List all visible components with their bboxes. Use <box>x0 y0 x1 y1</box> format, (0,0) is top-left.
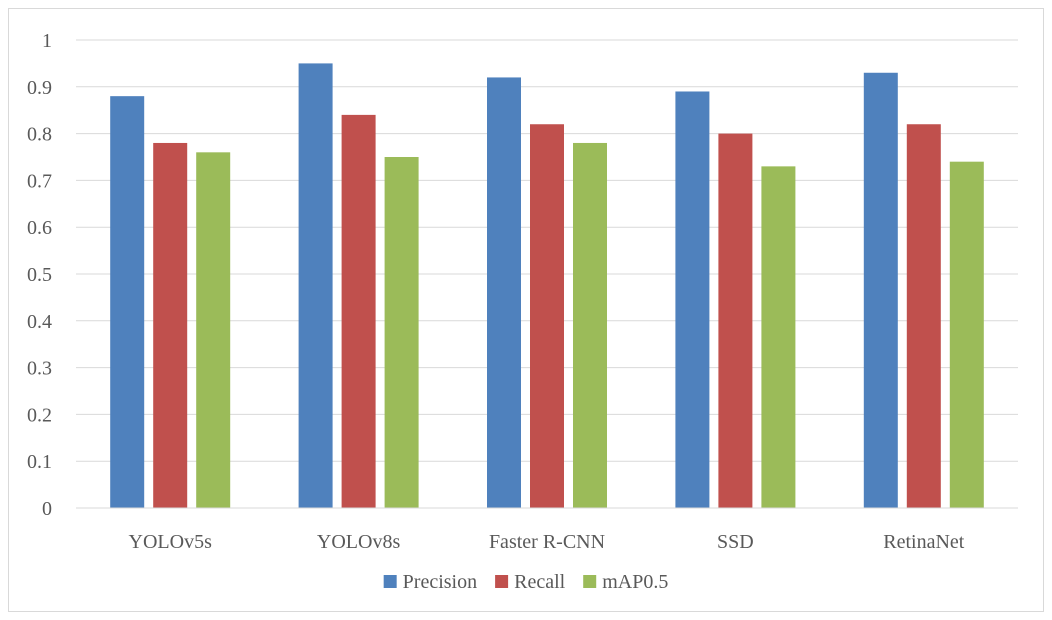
bar-map0-5-faster-r-cnn <box>573 142 607 508</box>
y-tick-label: 0.3 <box>27 358 52 380</box>
y-tick-label: 0.9 <box>27 77 52 99</box>
y-axis-ticks: 0 0.1 0.2 0.3 0.4 0.5 0.6 0.7 0.8 0.9 1 <box>27 30 52 520</box>
chart-frame <box>8 8 1044 612</box>
legend-label: mAP0.5 <box>602 571 668 593</box>
x-tick-label: RetinaNet <box>883 531 965 553</box>
bar-recall-yolov5s <box>153 142 188 508</box>
y-tick-label: 0.5 <box>27 264 52 286</box>
bar-precision-yolov5s <box>110 96 145 508</box>
legend-swatch-map0-5 <box>583 575 597 588</box>
legend-swatch-recall <box>495 575 509 588</box>
bar-recall-ssd <box>718 133 753 508</box>
bar-precision-faster-r-cnn <box>487 77 521 508</box>
legend-label: Precision <box>403 571 477 593</box>
x-axis-ticks: YOLOv5s YOLOv8s Faster R-CNN SSD RetinaNet <box>129 531 965 553</box>
gridlines <box>76 39 1018 462</box>
y-tick-label: 0 <box>42 498 52 520</box>
bar-map0-5-yolov5s <box>196 152 231 508</box>
legend-label: Recall <box>514 571 566 593</box>
bar-map0-5-ssd <box>761 166 796 509</box>
bar-precision-retinanet <box>863 72 898 508</box>
bar-recall-yolov8s <box>341 114 376 508</box>
bar-recall-retinanet <box>906 124 941 509</box>
legend-swatch-precision <box>383 575 397 588</box>
y-tick-label: 1 <box>42 30 52 52</box>
bars <box>110 63 984 509</box>
x-tick-label: YOLOv8s <box>317 531 401 553</box>
bar-precision-yolov8s <box>298 63 333 509</box>
bar-recall-faster-r-cnn <box>530 124 564 509</box>
bar-map0-5-retinanet <box>949 161 984 508</box>
legend: Precision Recall mAP0.5 <box>383 571 668 593</box>
y-tick-label: 0.7 <box>27 170 52 192</box>
y-tick-label: 0.8 <box>27 124 52 146</box>
x-tick-label: SSD <box>717 531 754 553</box>
y-tick-label: 0.1 <box>27 451 52 473</box>
y-tick-label: 0.4 <box>27 311 52 333</box>
bar-map0-5-yolov8s <box>384 157 419 508</box>
y-tick-label: 0.6 <box>27 217 52 239</box>
y-tick-label: 0.2 <box>27 404 52 426</box>
bar-precision-ssd <box>675 91 710 508</box>
x-tick-label: Faster R-CNN <box>489 531 605 553</box>
x-tick-label: YOLOv5s <box>129 531 213 553</box>
